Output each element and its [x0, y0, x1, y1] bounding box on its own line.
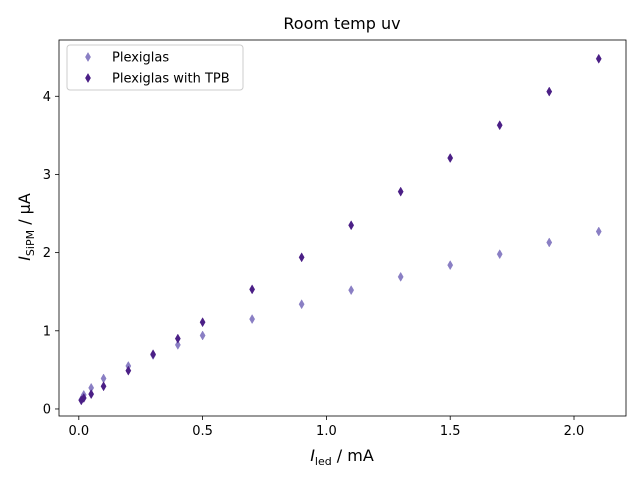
data-point: [298, 252, 305, 263]
data-point: [496, 120, 503, 131]
y-axis-label-unit: / μA: [15, 193, 34, 230]
y-axis-label-sub: SiPM: [24, 230, 37, 256]
y-tick-label: 1: [43, 324, 51, 339]
legend-entry-label: Plexiglas: [112, 51, 169, 66]
x-axis: 0.0 0.5 1.0 1.5 2.0: [68, 416, 584, 439]
series-2: [78, 53, 602, 406]
data-point: [249, 284, 256, 295]
x-tick-label: 2.0: [564, 424, 585, 439]
data-point: [125, 365, 132, 376]
x-tick-label: 0.0: [68, 424, 89, 439]
data-point: [298, 299, 305, 310]
y-axis-label: ISiPM / μA: [15, 193, 37, 261]
y-tick-label: 0: [43, 402, 51, 417]
legend: Plexiglas Plexiglas with TPB: [66, 44, 244, 91]
y-tick-label: 2: [43, 246, 51, 261]
data-point: [199, 330, 206, 341]
data-point: [174, 333, 181, 344]
data-point: [546, 86, 553, 97]
data-point: [150, 349, 156, 360]
data-point: [199, 317, 206, 328]
y-axis-label-var: I: [15, 256, 34, 261]
data-point: [447, 260, 454, 271]
legend-marker: [85, 52, 91, 62]
data-point: [447, 153, 454, 164]
chart-title: Room temp uv: [283, 14, 400, 33]
x-axis-label-sub: led: [315, 455, 332, 468]
data-point: [249, 314, 256, 325]
y-tick-label: 3: [43, 168, 51, 183]
data-point: [397, 186, 404, 197]
y-axis: 0 1 2 3 4: [43, 90, 59, 417]
data-point: [174, 339, 181, 350]
x-tick-label: 1.0: [316, 424, 337, 439]
x-tick-label: 1.5: [440, 424, 461, 439]
data-point: [546, 237, 553, 248]
data-point: [348, 220, 355, 231]
data-point: [100, 381, 107, 392]
data-points: [78, 53, 602, 406]
series-1: [78, 226, 602, 405]
data-point: [496, 249, 503, 260]
x-axis-label-unit: / mA: [332, 446, 374, 465]
plot-area: [58, 39, 627, 417]
y-tick-label: 4: [43, 90, 51, 105]
x-axis-label: Iled / mA: [310, 446, 374, 468]
x-axis-label-var: I: [310, 446, 315, 465]
data-point: [348, 285, 355, 296]
data-point: [595, 226, 602, 237]
data-point: [88, 389, 95, 400]
data-point: [595, 53, 602, 64]
x-tick-label: 0.5: [192, 424, 213, 439]
data-point: [397, 271, 404, 282]
legend-entry-label: Plexiglas with TPB: [112, 72, 230, 87]
data-point: [80, 393, 87, 404]
plot-frame: [58, 39, 627, 417]
legend-marker: [85, 73, 91, 83]
legend-frame: [66, 44, 244, 91]
